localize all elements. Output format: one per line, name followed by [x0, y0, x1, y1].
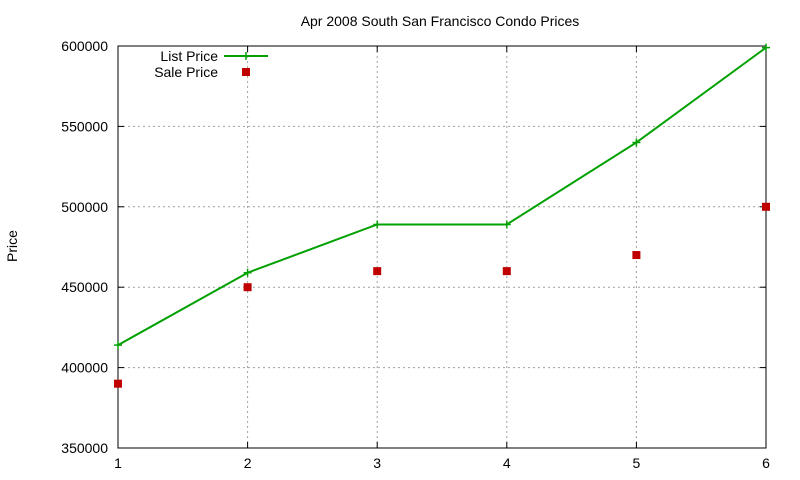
y-tick-label: 600000: [61, 38, 108, 54]
y-axis-label: Price: [4, 230, 20, 262]
list-price-point: [502, 220, 511, 229]
sale-price-point: [114, 379, 122, 388]
y-tick-label: 550000: [61, 118, 108, 134]
x-tick-label: 1: [114, 455, 122, 471]
x-tick-label: 6: [762, 455, 770, 471]
plot-frame: [117, 45, 767, 449]
legend-label-sale-price: Sale Price: [154, 64, 218, 80]
y-tick-label: 400000: [61, 360, 108, 376]
list-price-line: [117, 46, 767, 346]
axis-ticks: 350000 400000 450000 500000 550000 600000 1 2 3 4…: [61, 38, 770, 471]
list-price-point: [762, 43, 770, 52]
list-price-point: [243, 268, 252, 277]
y-tick-label: 350000: [61, 440, 108, 456]
chart-title: Apr 2008 South San Francisco Condo Price…: [301, 13, 580, 29]
sale-price-point: [243, 283, 252, 292]
sale-price-point: [373, 267, 382, 276]
list-price-point: [114, 341, 122, 350]
list-price-point: [373, 220, 382, 229]
sale-price-point: [762, 202, 770, 211]
x-tick-label: 2: [244, 455, 252, 471]
list-price-point: [632, 138, 641, 147]
x-tick-label: 5: [633, 455, 641, 471]
legend-marker-sale-price: [242, 68, 250, 76]
x-tick-label: 3: [373, 455, 381, 471]
y-tick-label: 450000: [61, 279, 108, 295]
sale-price-point: [632, 251, 641, 260]
legend-label-list-price: List Price: [160, 48, 218, 64]
x-tick-label: 4: [503, 455, 511, 471]
sale-price-point: [502, 267, 511, 276]
legend-marker-list-price: [242, 52, 250, 60]
data-series: [114, 43, 770, 388]
grid-lines: [118, 46, 766, 448]
y-tick-label: 500000: [61, 199, 108, 215]
